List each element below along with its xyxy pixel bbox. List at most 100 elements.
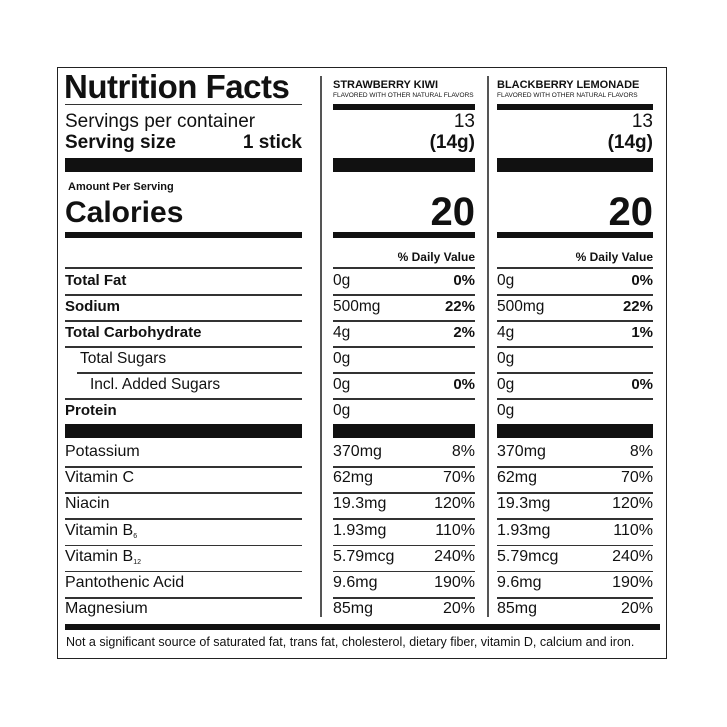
serving-weight: (14g): [607, 132, 653, 153]
micronutrient-amount: 370mg: [333, 443, 382, 460]
divider: [333, 492, 475, 494]
product-name: BLACKBERRY LEMONADE: [497, 79, 640, 91]
micronutrient-daily-value: 190%: [434, 574, 475, 591]
nutrient-amount: 0g: [333, 376, 351, 393]
divider: [497, 372, 653, 374]
micronutrient-label: Vitamin B: [65, 547, 134, 565]
subscript: 12: [133, 558, 141, 566]
nutrient-daily-value: 1%: [631, 324, 653, 341]
column-divider: [320, 76, 322, 617]
micronutrient-name: Niacin: [65, 496, 109, 512]
micronutrient-daily-value: 240%: [612, 547, 653, 565]
micronutrient-amount: 85mg: [333, 600, 374, 618]
nutrient-amount: 4g: [333, 324, 351, 341]
nutrient-amount: 0g: [333, 402, 351, 419]
micronutrient-daily-value: 120%: [434, 495, 475, 513]
micronutrient-amount: 5.79mcg: [497, 547, 559, 565]
micronutrient-label: Potassium: [65, 443, 140, 460]
nutrition-facts-panel: [57, 67, 667, 659]
nutrient-daily-value: 22%: [444, 298, 475, 315]
serving-size-label: Serving size: [65, 132, 176, 153]
divider: [333, 320, 475, 322]
micronutrient-name: Vitamin B6: [65, 522, 138, 540]
divider: [497, 544, 653, 547]
thick-bar: [497, 424, 653, 438]
micronutrient-amount: 1.93mg: [333, 521, 387, 539]
divider: [497, 320, 653, 322]
thick-bar: [65, 424, 302, 438]
calories-value: 20: [430, 190, 476, 234]
divider: [65, 597, 302, 599]
divider: [497, 294, 653, 296]
product-subtitle: FLAVORED WITH OTHER NATURAL FLAVORS: [497, 92, 638, 99]
nutrient-daily-value: 2%: [453, 324, 475, 341]
medium-bar: [333, 104, 475, 110]
micronutrient-daily-value: 240%: [434, 547, 475, 565]
calories-label: Calories: [65, 196, 184, 229]
micronutrient-daily-value: 110%: [613, 521, 653, 539]
divider: [65, 492, 302, 494]
divider: [497, 518, 653, 520]
divider: [333, 466, 475, 468]
medium-bar: [65, 232, 302, 238]
thick-bar: [333, 158, 475, 172]
subscript: 6: [133, 532, 138, 540]
divider: [333, 267, 475, 269]
daily-value-header: % Daily Value: [575, 250, 653, 264]
footnote: Not a significant source of saturated fa…: [66, 635, 635, 649]
nutrient-name: Total Carbohydrate: [65, 324, 202, 341]
divider: [65, 518, 302, 520]
micronutrient-daily-value: 20%: [442, 600, 475, 618]
servings-value: 13: [453, 111, 475, 132]
micronutrient-daily-value: 110%: [435, 521, 475, 539]
nutrient-name: Protein: [65, 402, 117, 419]
servings-label: Servings per container: [65, 111, 256, 132]
divider: [333, 570, 475, 573]
nutrient-name: Incl. Added Sugars: [90, 376, 221, 393]
divider: [65, 294, 302, 296]
divider: [497, 267, 653, 269]
divider: [77, 372, 302, 374]
divider: [65, 544, 302, 547]
divider: [497, 346, 653, 348]
serving-size-value: 1 stick: [242, 132, 302, 153]
divider: [333, 597, 475, 599]
amount-per-serving: Amount Per Serving: [68, 181, 174, 193]
micronutrient-amount: 9.6mg: [497, 574, 542, 591]
micronutrient-daily-value: 190%: [612, 574, 653, 591]
micronutrient-name: Pantothenic Acid: [65, 575, 184, 591]
micronutrient-amount: 62mg: [333, 469, 374, 487]
micronutrient-daily-value: 70%: [620, 469, 653, 487]
nutrient-daily-value: 22%: [622, 298, 653, 315]
nutrient-name: Total Fat: [65, 272, 127, 289]
micronutrient-amount: 19.3mg: [497, 495, 551, 513]
nutrient-amount: 0g: [497, 350, 515, 367]
micronutrient-name: Potassium: [65, 444, 140, 460]
divider: [497, 597, 653, 599]
medium-bar: [497, 104, 653, 110]
servings-value: 13: [631, 111, 653, 132]
micronutrient-name: Magnesium: [65, 601, 148, 617]
nutrient-amount: 0g: [333, 272, 351, 289]
micronutrient-daily-value: 20%: [620, 600, 653, 618]
micronutrient-daily-value: 8%: [451, 443, 475, 460]
divider: [65, 398, 302, 400]
divider: [333, 544, 475, 547]
divider: [65, 320, 302, 322]
nutrient-daily-value: 0%: [631, 376, 653, 393]
nutrient-name: Sodium: [65, 298, 120, 315]
calories-value: 20: [608, 190, 654, 234]
thick-bar: [497, 158, 653, 172]
divider: [65, 104, 302, 105]
product-name: STRAWBERRY KIWI: [333, 79, 439, 91]
nutrient-amount: 0g: [333, 350, 351, 367]
thick-bar: [333, 424, 475, 438]
micronutrient-amount: 5.79mcg: [333, 547, 395, 565]
serving-weight: (14g): [429, 132, 475, 153]
micronutrient-name: Vitamin C: [65, 470, 134, 486]
micronutrient-amount: 85mg: [497, 600, 538, 618]
daily-value-header: % Daily Value: [397, 250, 475, 264]
nutrient-amount: 500mg: [497, 298, 545, 315]
micronutrient-amount: 19.3mg: [333, 495, 387, 513]
divider: [497, 570, 653, 573]
